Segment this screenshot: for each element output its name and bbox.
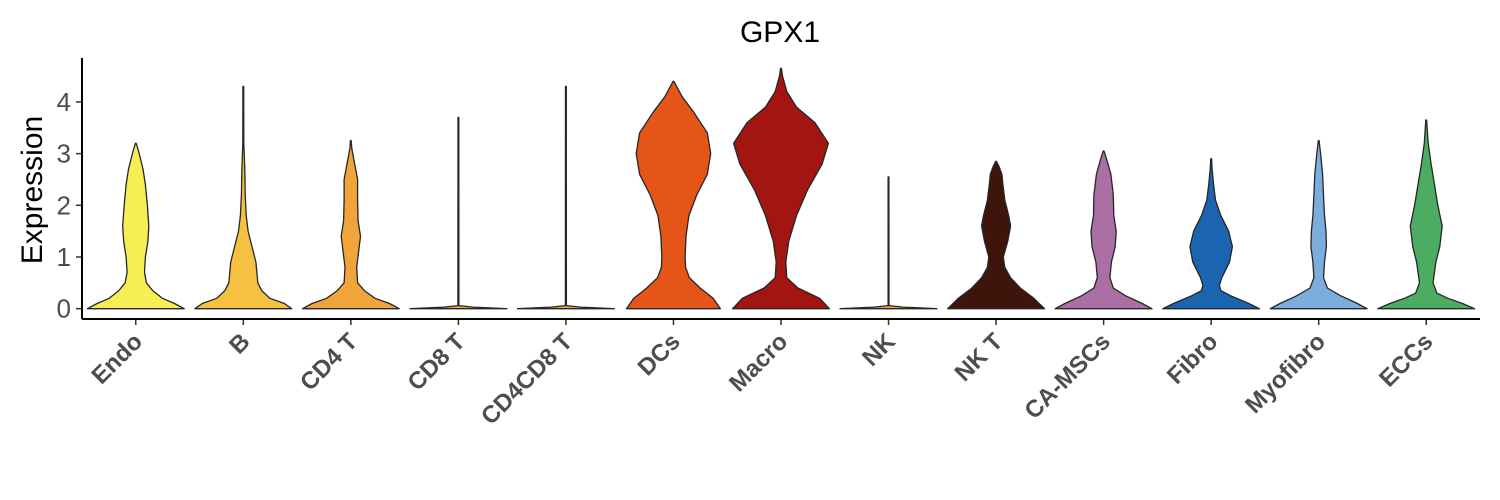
x-tick-label: CD4CD8 T [476,328,578,430]
x-tick-label: Endo [86,328,148,390]
violin-myofibro [1269,140,1368,310]
x-tick-label: ECCs [1374,328,1438,392]
violin-dcs [625,80,722,310]
y-axis: 0 1 2 3 4 [57,87,82,324]
violin-nk-t [947,160,1046,310]
violin-cd4-t [301,140,400,310]
violin-nk [839,176,938,310]
x-tick-label: Macro [724,328,793,397]
x-tick-label: B [224,328,255,359]
x-tick-label: DCs [633,328,686,381]
x-tick-label: CD4 T [295,328,363,396]
x-tick-label: Myofibro [1240,328,1331,419]
y-tick-label: 1 [57,242,71,272]
violin-fibro [1162,158,1261,310]
violin-ca-mscs [1054,150,1153,310]
y-tick-label: 2 [57,190,71,220]
x-tick-label: Fibro [1162,328,1224,390]
y-tick-label: 4 [57,87,71,117]
x-tick-label: NK T [950,328,1009,387]
x-axis: Endo B CD4 T CD8 T CD4CD8 T DCs Macro NK NK T CA-… [86,319,1438,430]
violin-eccs [1377,119,1476,310]
y-axis-label: Expression [16,116,49,264]
violin-b [194,85,293,310]
violin-cd8-t [409,116,508,310]
y-tick-label: 0 [57,294,71,324]
violin-cd4cd8-t [516,85,615,310]
x-tick-label: NK [857,328,901,372]
violin-macro [731,67,831,310]
x-tick-label: CA-MSCs [1019,328,1115,424]
x-tick-label: CD8 T [403,328,471,396]
chart-title: GPX1 [740,16,820,49]
y-tick-label: 3 [57,139,71,169]
violins [86,67,1476,310]
violin-endo [86,142,185,310]
